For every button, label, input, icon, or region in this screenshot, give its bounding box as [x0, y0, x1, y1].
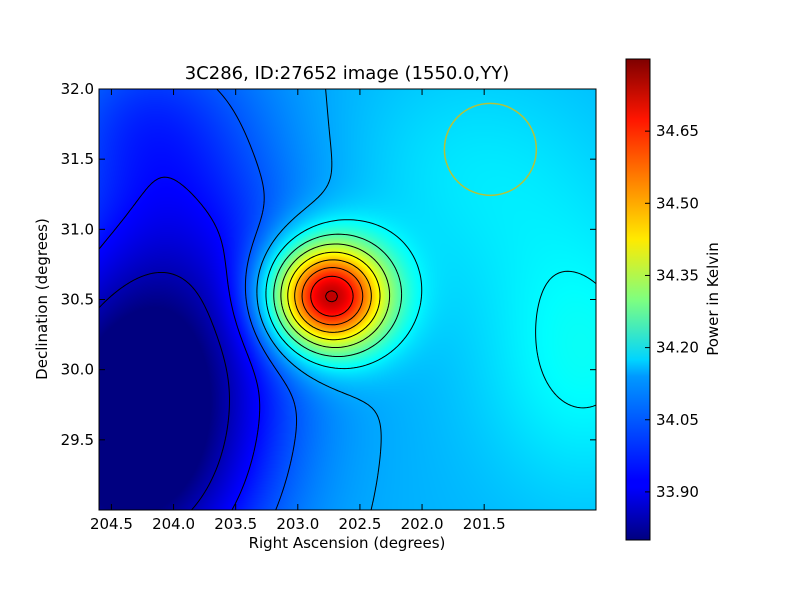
y-tick-label: 30.5 — [61, 291, 94, 309]
contour-line — [301, 267, 364, 326]
colorbar-tick-label: 34.50 — [656, 194, 699, 212]
beam-circle — [443, 102, 538, 197]
colorbar-tick-label: 34.20 — [656, 339, 699, 357]
x-tick-label: 204.5 — [90, 515, 133, 533]
contour-line — [287, 251, 381, 341]
y-tick-label: 29.5 — [61, 431, 94, 449]
contour-line — [99, 271, 230, 510]
x-tick-label: 203.0 — [276, 515, 319, 533]
contour-line — [280, 243, 391, 349]
colorbar-gradient — [626, 59, 650, 540]
x-axis-label: Right Ascension (degrees) — [249, 534, 446, 552]
x-tick-label: 204.0 — [152, 515, 195, 533]
contour-line — [99, 176, 261, 510]
chart-title: 3C286, ID:27652 image (1550.0,YY) — [185, 63, 510, 84]
x-tick-label: 202.0 — [401, 515, 444, 533]
contour-line — [325, 290, 338, 303]
colorbar-frame — [625, 58, 651, 541]
x-tick-label: 201.5 — [463, 515, 506, 533]
contour-line — [310, 275, 354, 317]
contour-line — [273, 233, 403, 358]
x-axis-ticks: 204.5 204.0 203.5 203.0 202.5 202.0 201.5 — [90, 89, 506, 533]
heatmap-image — [99, 89, 596, 510]
colorbar-label: Power in Kelvin — [704, 242, 722, 356]
x-tick-label: 203.5 — [214, 515, 257, 533]
colorbar-ticks: 33.90 34.05 34.20 34.35 34.50 34.65 — [645, 122, 699, 501]
colorbar: 33.90 34.05 34.20 34.35 34.50 34.65 — [625, 58, 699, 541]
y-tick-label: 31.5 — [61, 150, 94, 168]
colorbar-tick-label: 34.35 — [656, 266, 699, 284]
y-tick-label: 32.0 — [61, 80, 94, 98]
colorbar-tick-label: 34.65 — [656, 122, 699, 140]
y-axis-ticks: 29.5 30.0 30.5 31.0 31.5 32.0 — [61, 80, 596, 449]
y-tick-label: 31.0 — [61, 220, 94, 238]
contour-line — [294, 259, 372, 333]
x-tick-label: 202.5 — [338, 515, 381, 533]
contour-lines — [99, 89, 596, 510]
colorbar-tick-label: 34.05 — [656, 411, 699, 429]
y-tick-label: 30.0 — [61, 361, 94, 379]
contour-line — [265, 219, 596, 409]
y-axis-label: Declination (degrees) — [33, 218, 51, 380]
plot-area: 204.5 204.0 203.5 203.0 202.5 202.0 201.5 29.5… — [61, 80, 597, 533]
colorbar-tick-label: 33.90 — [656, 483, 699, 501]
contour-line — [256, 89, 382, 510]
